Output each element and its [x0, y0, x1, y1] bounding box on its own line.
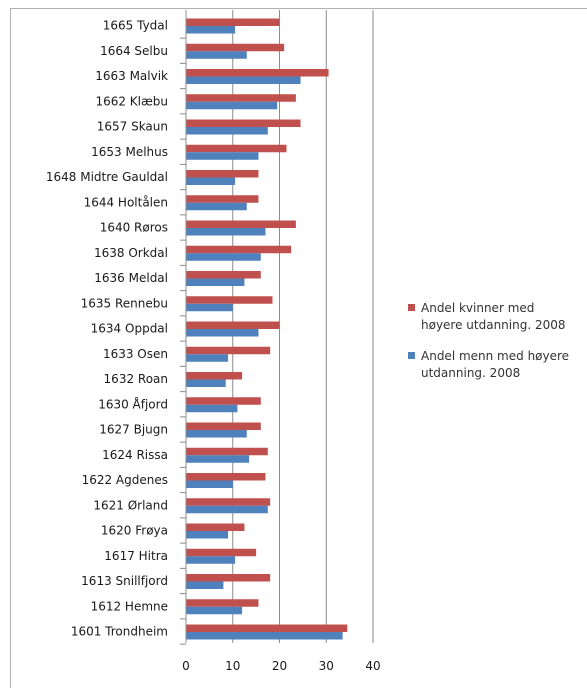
category-label: 1617 Hitra: [104, 549, 168, 563]
bar-men: [186, 303, 233, 312]
bar-men: [186, 480, 233, 488]
bar-women: [186, 245, 292, 254]
bar-women: [186, 144, 287, 153]
bar-men: [186, 101, 278, 110]
bar-men: [186, 581, 224, 589]
bars: [186, 18, 348, 640]
category-label: 1635 Rennebu: [81, 296, 168, 310]
axes: 1665 Tydal 1664 Selbu 1663 Malvik 1662 Klæb…: [46, 10, 381, 673]
bar-women: [186, 170, 259, 178]
bar-men: [186, 556, 236, 564]
legend-label: Andel menn med høyere utdanning. 2008: [421, 349, 569, 380]
bar-men: [186, 127, 268, 135]
category-label: 1621 Ørland: [93, 498, 168, 512]
bar-women: [186, 119, 301, 127]
category-label: 1612 Hemne: [91, 599, 168, 613]
bar-women: [186, 498, 271, 506]
legend-swatch: [408, 352, 415, 359]
bar-men: [186, 177, 236, 185]
category-label: 1613 Snillfjord: [81, 574, 168, 588]
bar-women: [186, 220, 296, 228]
category-label: 1627 Bjugn: [99, 423, 168, 437]
bar-women: [186, 18, 280, 26]
x-tick-label: 40: [365, 659, 380, 673]
bar-women: [186, 447, 268, 456]
bar-women: [186, 523, 245, 531]
category-label: 1632 Roan: [104, 372, 168, 386]
bar-women: [186, 548, 257, 557]
bar-men: [186, 505, 268, 514]
category-label: 1630 Åfjord: [98, 396, 168, 411]
bar-women: [186, 624, 348, 632]
category-label: 1657 Skaun: [97, 120, 168, 134]
bar-men: [186, 329, 259, 337]
bar-women: [186, 599, 259, 607]
bar-men: [186, 152, 259, 160]
legend-swatch: [408, 304, 415, 311]
bar-women: [186, 94, 296, 102]
bar-men: [186, 531, 229, 539]
legend-item-women: Andel kvinner med høyere utdanning. 2008: [408, 301, 566, 332]
category-label: 1662 Klæbu: [95, 94, 168, 108]
category-label: 1663 Malvik: [95, 69, 168, 83]
bar-women: [186, 372, 243, 380]
category-label: 1622 Agdenes: [82, 473, 168, 487]
category-label: 1648 Midtre Gauldal: [46, 170, 168, 184]
bar-women: [186, 43, 285, 52]
bar-men: [186, 430, 247, 438]
category-label: 1640 Røros: [100, 221, 168, 235]
bar-men: [186, 51, 247, 59]
bar-women: [186, 473, 266, 481]
bar-women: [186, 321, 280, 329]
category-label: 1633 Osen: [103, 347, 168, 361]
bar-men: [186, 26, 236, 34]
category-label: 1636 Meldal: [94, 271, 168, 285]
bar-men: [186, 76, 301, 84]
category-label: 1653 Melhus: [91, 145, 168, 159]
bar-men: [186, 404, 238, 413]
x-tick-label: 0: [182, 659, 190, 673]
category-label: 1601 Trondheim: [71, 625, 168, 639]
bar-women: [186, 422, 261, 430]
bar-men: [186, 606, 243, 615]
bar-men: [186, 228, 266, 236]
bar-men: [186, 455, 250, 463]
bar-men: [186, 379, 226, 387]
category-label: 1665 Tydal: [103, 19, 168, 33]
bar-women: [186, 69, 329, 77]
bar-women: [186, 346, 271, 355]
x-tick-label: 10: [225, 659, 240, 673]
category-label: 1664 Selbu: [100, 44, 168, 58]
category-label: 1638 Orkdal: [94, 246, 168, 260]
bar-women: [186, 574, 271, 582]
category-label: 1624 Rissa: [102, 448, 168, 462]
chart-frame: [10, 8, 587, 688]
x-tick-label: 30: [319, 659, 334, 673]
bar-men: [186, 202, 247, 211]
category-label: 1634 Oppdal: [91, 322, 168, 336]
bar-men: [186, 278, 245, 286]
category-label: 1644 Holtålen: [84, 195, 168, 209]
bar-women: [186, 296, 273, 304]
bar-women: [186, 271, 261, 279]
legend: Andel kvinner med høyere utdanning. 2008 A…: [408, 301, 569, 380]
legend-label: Andel kvinner med høyere utdanning. 2008: [421, 301, 566, 332]
bar-men: [186, 354, 229, 362]
bar-men: [186, 253, 261, 261]
x-tick-label: 20: [272, 659, 287, 673]
bar-women: [186, 397, 261, 405]
bar-men: [186, 632, 343, 640]
legend-item-men: Andel menn med høyere utdanning. 2008: [408, 349, 569, 380]
bar-women: [186, 195, 259, 203]
category-label: 1620 Frøya: [101, 524, 168, 538]
